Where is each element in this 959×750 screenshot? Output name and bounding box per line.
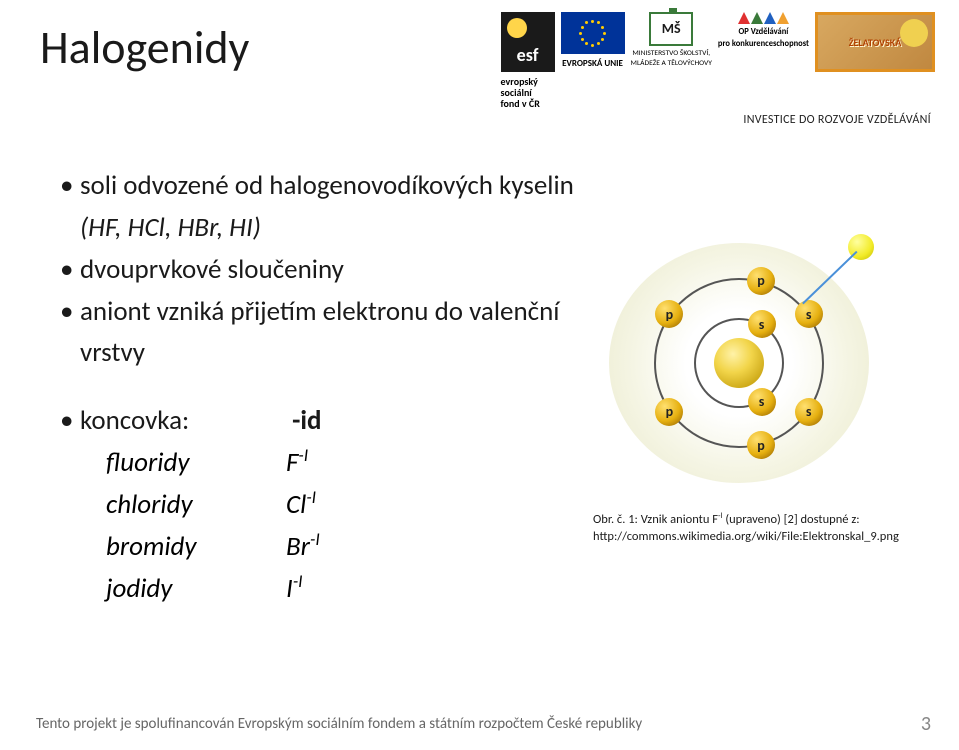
term-row: chloridyCl-I bbox=[106, 484, 589, 526]
electron-s: s bbox=[795, 300, 823, 328]
logo-zelatovska: ŽELATOVSKÁ bbox=[815, 12, 935, 72]
term-row: fluoridyF-I bbox=[106, 442, 589, 484]
term-symbol: F-I bbox=[286, 442, 308, 484]
electron-p: p bbox=[655, 300, 683, 328]
electron-p: p bbox=[655, 398, 683, 426]
figure-citation: Obr. č. 1: Vznik aniontu F-I (upraveno) … bbox=[593, 511, 909, 546]
msmt-icon: MŠ bbox=[649, 12, 693, 46]
term-name: jodidy bbox=[106, 568, 286, 610]
eu-label: EVROPSKÁ UNIE bbox=[562, 58, 623, 69]
term-name: chloridy bbox=[106, 484, 286, 526]
msmt-line2: MLÁDEŽE A TĚLOVÝCHOVY bbox=[631, 60, 712, 68]
msmt-line1: MINISTERSTVO ŠKOLSTVÍ, bbox=[632, 50, 710, 58]
bullet-item: aniont vzniká přijetím elektronu do vale… bbox=[60, 291, 589, 375]
invest-tagline: INVESTICE DO ROZVOJE VZDĚLÁVÁNÍ bbox=[0, 113, 959, 127]
citation-prefix: Obr. č. 1: Vznik aniontu F bbox=[593, 512, 718, 527]
text-column: soli odvozené od halogenovodíkových kyse… bbox=[60, 165, 589, 609]
term-row: jodidyI-I bbox=[106, 568, 589, 610]
atom-diagram: sssspppp bbox=[599, 233, 879, 493]
electron-s: s bbox=[748, 310, 776, 338]
content-area: soli odvozené od halogenovodíkových kyse… bbox=[0, 127, 959, 609]
term-sup: -I bbox=[310, 528, 320, 550]
footer-text: Tento projekt je spolufinancován Evropsk… bbox=[36, 715, 642, 733]
diagram-column: sssspppp Obr. č. 1: Vznik aniontu F-I (u… bbox=[589, 165, 909, 546]
term-sup: -I bbox=[306, 486, 316, 508]
esf-line3: fond v ČR bbox=[501, 98, 540, 109]
page-number: 3 bbox=[921, 712, 931, 736]
logo-opv: OP Vzdělávání pro konkurenceschopnost bbox=[718, 12, 809, 50]
term-name: bromidy bbox=[106, 526, 286, 568]
logo-strip: esf evropský sociální fond v ČR EVROPSKÁ… bbox=[501, 12, 935, 109]
bullet-item: dvouprvkové sloučeniny bbox=[60, 249, 589, 291]
electron-p: p bbox=[747, 431, 775, 459]
page-title: Halogenidy bbox=[40, 12, 249, 76]
bullet-list: soli odvozené od halogenovodíkových kyse… bbox=[60, 165, 589, 374]
esf-abbrev: esf bbox=[517, 44, 539, 66]
opv-line2: pro konkurenceschopnost bbox=[718, 40, 809, 50]
logo-msmt: MŠ MINISTERSTVO ŠKOLSTVÍ, MLÁDEŽE A TĚLO… bbox=[631, 12, 712, 69]
suffix-row: koncovka: -id bbox=[60, 400, 589, 442]
electron-p: p bbox=[747, 267, 775, 295]
citation-suffix: (upraveno) [2] dostupné z: bbox=[723, 512, 860, 527]
suffix-value: -id bbox=[292, 404, 321, 437]
suffix-label: koncovka: bbox=[80, 400, 286, 442]
term-row: bromidyBr-I bbox=[106, 526, 589, 568]
electron-s: s bbox=[795, 398, 823, 426]
atom-nucleus bbox=[714, 338, 764, 388]
electron-s: s bbox=[748, 388, 776, 416]
term-table: fluoridyF-IchloridyCl-IbromidyBr-Ijodidy… bbox=[106, 442, 589, 609]
term-sup: -I bbox=[293, 570, 303, 592]
zel-text: ŽELATOVSKÁ bbox=[849, 36, 902, 49]
citation-url: http://commons.wikimedia.org/wiki/File:E… bbox=[593, 529, 899, 544]
opv-arrows-icon bbox=[738, 12, 789, 24]
footer: Tento projekt je spolufinancován Evropsk… bbox=[0, 712, 959, 736]
term-symbol: Cl-I bbox=[286, 484, 316, 526]
zel-emblem-icon bbox=[900, 19, 928, 47]
term-sup: -I bbox=[298, 444, 308, 466]
logo-esf: esf evropský sociální fond v ČR bbox=[501, 12, 555, 109]
term-name: fluoridy bbox=[106, 442, 286, 484]
logo-eu: EVROPSKÁ UNIE bbox=[561, 12, 625, 69]
eu-flag-icon bbox=[561, 12, 625, 54]
bullet-item: soli odvozené od halogenovodíkových kyse… bbox=[60, 165, 589, 249]
esf-caption: evropský sociální fond v ČR bbox=[501, 76, 540, 109]
term-symbol: Br-I bbox=[286, 526, 320, 568]
header: Halogenidy esf evropský sociální fond v … bbox=[0, 0, 959, 109]
opv-line1: OP Vzdělávání bbox=[739, 28, 789, 38]
bullet-italic: (HF, HCl, HBr, HI) bbox=[80, 211, 261, 244]
esf-icon: esf bbox=[501, 12, 555, 72]
msmt-mono: MŠ bbox=[662, 21, 681, 36]
term-symbol: I-I bbox=[286, 568, 303, 610]
